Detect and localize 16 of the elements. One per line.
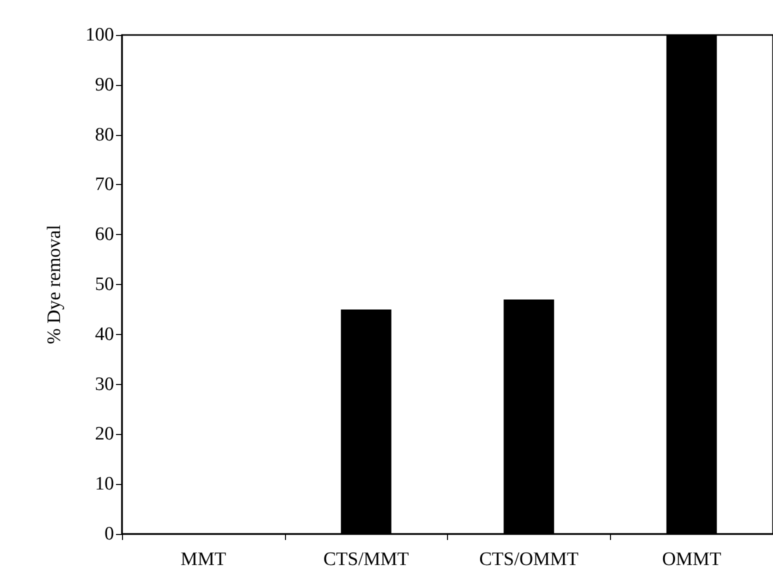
- y-tick-label: 0: [104, 524, 114, 544]
- y-tick-label: 50: [95, 274, 114, 295]
- x-tick-label: CTS/OMMT: [479, 549, 579, 570]
- x-tick-label: OMMT: [662, 549, 722, 570]
- y-tick-label: 40: [95, 324, 114, 345]
- y-tick-label: 100: [86, 24, 114, 46]
- y-tick-label: 90: [95, 74, 114, 96]
- y-tick-label: 70: [95, 174, 114, 196]
- y-tick-label: 20: [95, 424, 114, 445]
- y-axis-title: % Dye removal: [44, 224, 65, 344]
- x-tick-label: MMT: [180, 549, 226, 570]
- y-tick-label: 10: [95, 474, 114, 495]
- y-tick-label: 60: [95, 224, 114, 246]
- x-tick-label: CTS/MMT: [323, 549, 410, 570]
- y-tick-label: 30: [95, 374, 114, 395]
- y-tick-label: 80: [95, 124, 114, 146]
